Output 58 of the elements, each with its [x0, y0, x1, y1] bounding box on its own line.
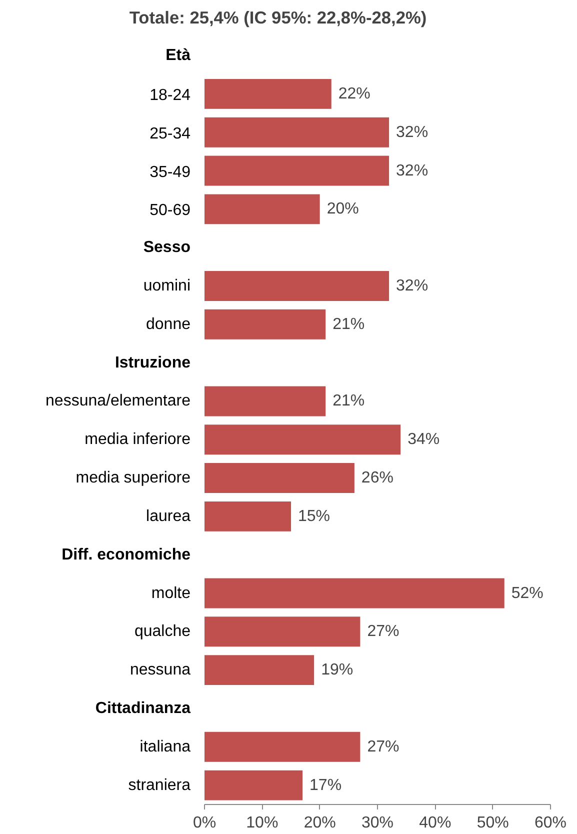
- y-tick-label: Sesso: [143, 239, 191, 256]
- bar: [204, 732, 360, 762]
- data-label: 17%: [310, 776, 342, 794]
- data-label: 32%: [396, 277, 428, 294]
- y-tick-label: Diff. economiche: [62, 546, 191, 564]
- data-label: 20%: [326, 200, 359, 218]
- bar: [204, 501, 291, 532]
- data-label: 32%: [396, 162, 428, 180]
- bar: [204, 156, 390, 186]
- x-tick-label: 50%: [476, 814, 509, 832]
- data-label: 21%: [332, 392, 365, 410]
- y-tick-label: 25-34: [150, 125, 191, 142]
- y-tick-label: nessuna: [130, 662, 191, 679]
- bar: [204, 463, 354, 494]
- y-tick-label: 35-49: [150, 164, 191, 181]
- bar: [204, 117, 390, 148]
- y-tick-label: laurea: [146, 508, 191, 525]
- data-label: 19%: [321, 662, 354, 679]
- bar: [204, 770, 303, 800]
- y-tick-label: Istruzione: [114, 354, 191, 372]
- y-tick-label: media superiore: [76, 470, 191, 487]
- bar: [204, 386, 326, 416]
- y-tick-label: uomini: [143, 277, 191, 294]
- y-tick-label: media inferiore: [84, 431, 191, 448]
- y-tick-label: Cittadinanza: [95, 700, 191, 717]
- bar: [204, 78, 332, 109]
- bar: [204, 655, 314, 686]
- x-tick-label: 40%: [419, 814, 452, 832]
- y-tick-label: qualche: [134, 623, 191, 640]
- y-tick-label: nessuna/elementare: [46, 392, 191, 410]
- data-label: 21%: [332, 316, 365, 333]
- data-label: 34%: [408, 431, 440, 448]
- y-tick-label: 18-24: [150, 86, 191, 104]
- data-label: 27%: [367, 623, 400, 640]
- y-tick-label: italiana: [140, 738, 191, 756]
- bar: [204, 194, 320, 224]
- data-label: 32%: [396, 124, 428, 141]
- y-tick-label: molte: [151, 584, 191, 602]
- chart-title: Totale: 25,4% (IC 95%: 22,8%-28,2%): [129, 8, 427, 28]
- data-label: 26%: [361, 470, 394, 487]
- x-tick-label: 0%: [192, 814, 216, 832]
- data-label: 15%: [298, 508, 330, 525]
- bar: [204, 271, 390, 301]
- data-label: 22%: [338, 85, 370, 102]
- y-tick-label: Età: [166, 47, 191, 64]
- bar: [204, 309, 326, 340]
- data-label: 52%: [511, 584, 544, 602]
- y-tick-label: 50-69: [150, 202, 191, 220]
- y-tick-label: donne: [146, 316, 191, 333]
- bar: [204, 578, 504, 608]
- data-label: 27%: [367, 738, 400, 756]
- bar: [204, 616, 360, 647]
- x-tick-label: 30%: [361, 814, 394, 832]
- x-tick-label: 10%: [246, 814, 278, 832]
- y-tick-label: straniera: [128, 776, 191, 794]
- bar: [204, 424, 401, 455]
- x-tick-label: 20%: [304, 814, 336, 832]
- x-tick-label: 60%: [534, 814, 567, 832]
